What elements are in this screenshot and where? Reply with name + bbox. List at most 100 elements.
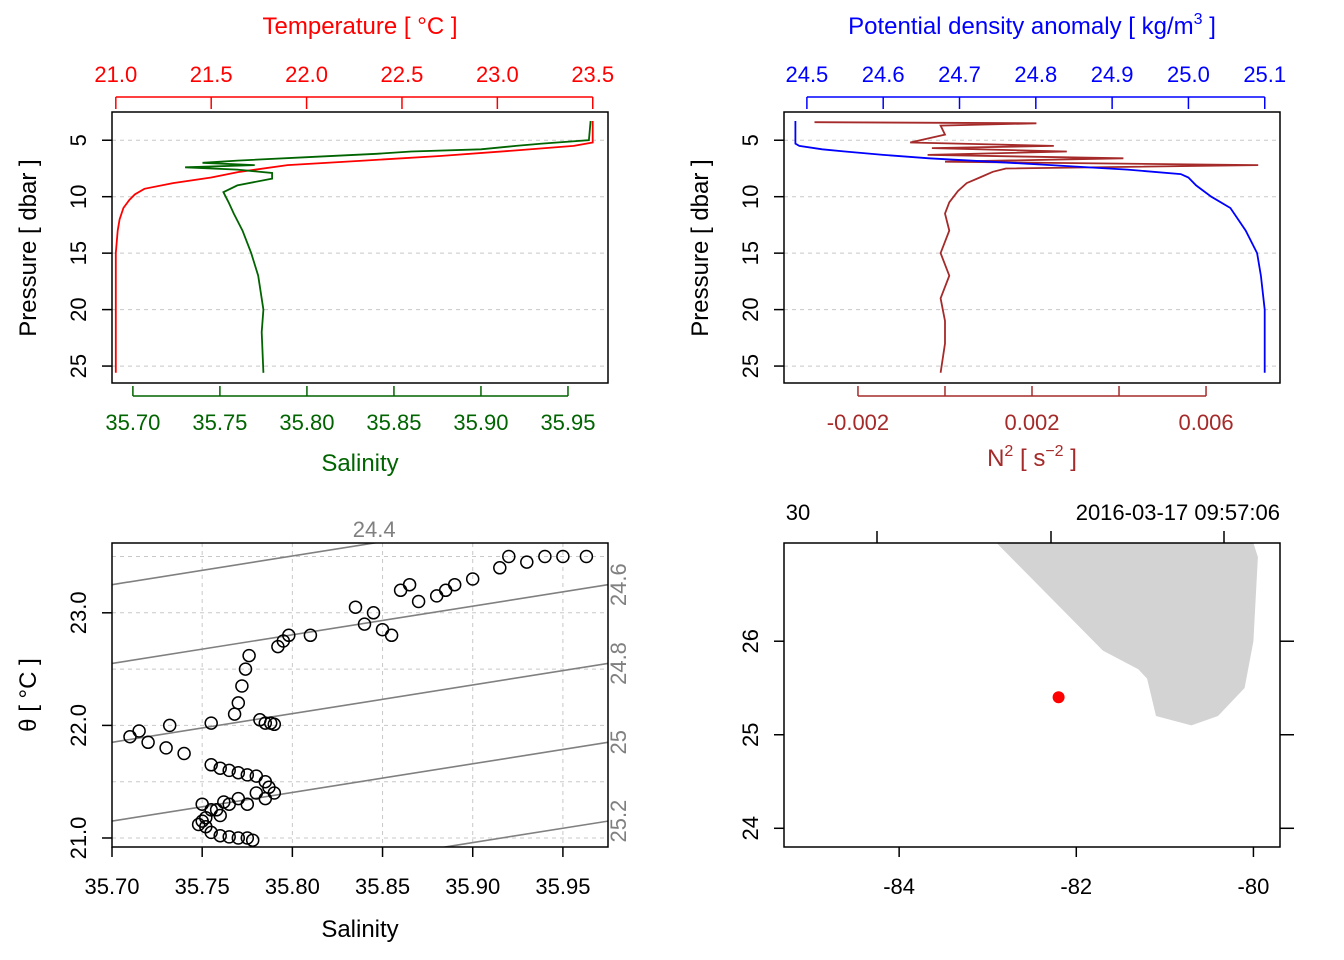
- ts-salinity-tick-label: 35.70: [84, 874, 139, 899]
- temperature-tick-label: 23.0: [476, 62, 519, 87]
- ts-point: [520, 555, 534, 569]
- ts-point: [204, 758, 218, 772]
- density-tick-label: 24.8: [1014, 62, 1057, 87]
- p1-gridlines: [112, 139, 608, 367]
- ts-point: [177, 746, 191, 761]
- ts-point: [235, 679, 249, 693]
- temperature-axis: 21.0 21.5 22.0 22.5 23.0 23.5: [94, 62, 614, 109]
- pressure-axis-2: 5 10 15 20 25: [738, 134, 784, 378]
- ts-point: [238, 662, 253, 676]
- ts-point: [411, 594, 426, 609]
- ts-point: [204, 716, 218, 730]
- longitude-tick-label: -82: [1060, 874, 1092, 899]
- ts-point: [502, 549, 516, 564]
- ts-point: [249, 769, 264, 783]
- temperature-tick-label: 22.5: [381, 62, 424, 87]
- ts-point: [303, 628, 318, 643]
- ts-point: [447, 577, 462, 592]
- pressure-tick-label: 20: [66, 297, 91, 321]
- density-tick-label: 25.0: [1167, 62, 1210, 87]
- p3-gridlines: [111, 543, 608, 847]
- temperature-tick-label: 21.5: [190, 62, 233, 87]
- density-axis-label-main: Potential density anomaly [ kg/m: [848, 13, 1194, 40]
- n2-tick-label: -0.002: [827, 410, 889, 435]
- ts-point: [384, 628, 399, 643]
- pressure-tick-label: 5: [66, 134, 91, 146]
- profile-ts-panel: 21.0 21.5 22.0 22.5 23.0 23.5 35.70 35.75 35.80…: [15, 13, 614, 477]
- isopycnal-label: 24.4: [353, 517, 396, 542]
- n2-profile-line: [814, 121, 1259, 373]
- density-axis-label-end: ]: [1203, 13, 1216, 40]
- latitude-tick-label: 26: [738, 629, 763, 653]
- pressure-tick-label-2: 15: [738, 241, 763, 265]
- isopycnal-label: 24.8: [606, 642, 631, 685]
- map-top-axis: [876, 531, 1225, 543]
- pressure-axis-label: Pressure [ dbar ]: [15, 159, 42, 336]
- density-tick-label: 24.9: [1091, 62, 1134, 87]
- ts-point: [366, 606, 381, 620]
- salinity-tick-label: 35.90: [453, 410, 508, 435]
- temperature-tick-label: 22.0: [285, 62, 328, 87]
- profile-density-panel: 24.5 24.6 24.7 24.8 24.9 25.0 25.1 -0.002 0.002…: [687, 11, 1286, 472]
- map-timestamp-label: 2016-03-17 09:57:06: [1076, 500, 1280, 525]
- ts-point: [213, 761, 227, 775]
- ts-point: [242, 648, 256, 663]
- ts-point: [159, 741, 173, 755]
- latitude-axis: 24 25 26: [738, 629, 784, 841]
- salinity-tick-label: 35.85: [366, 410, 421, 435]
- isopycnal-line: [112, 543, 380, 586]
- salinity-axis-label: Salinity: [321, 450, 398, 477]
- pressure-tick-label-2: 10: [738, 184, 763, 208]
- n2-axis-label-sup1: 2: [1004, 443, 1013, 460]
- longitude-tick-label: -84: [883, 874, 915, 899]
- isopycnal-line: [439, 820, 608, 847]
- pressure-tick-label-2: 25: [738, 354, 763, 378]
- coastline-land: [996, 543, 1258, 726]
- ts-theta-label: θ [ °C ]: [15, 658, 42, 732]
- salinity-axis: 35.70 35.75 35.80 35.85 35.90 35.95: [105, 386, 596, 435]
- ts-point: [438, 583, 453, 598]
- longitude-axis: -84 -82 -80: [883, 847, 1269, 899]
- density-axis: 24.5 24.6 24.7 24.8 24.9 25.0 25.1: [785, 62, 1286, 109]
- p1-plot-box: [111, 111, 609, 384]
- ts-point: [231, 696, 246, 710]
- longitude-tick-label: -80: [1238, 874, 1270, 899]
- isopycnal-line: [112, 741, 608, 822]
- ts-point: [222, 830, 236, 844]
- isopycnal-label: 25: [606, 730, 631, 754]
- p2-plot-box: [783, 111, 1281, 384]
- n2-tick-label: 0.006: [1179, 410, 1234, 435]
- ts-point: [267, 717, 282, 732]
- isopycnal-label: 24.6: [606, 563, 631, 606]
- ts-salinity-tick-label: 35.85: [355, 874, 410, 899]
- isopycnal-labels: 24.4 24.6 24.8 25 25.2: [353, 517, 631, 843]
- ts-point: [222, 763, 236, 778]
- pressure-tick-label: 15: [66, 241, 91, 265]
- pressure-axis-label-2: Pressure [ dbar ]: [687, 159, 714, 336]
- ts-point: [258, 716, 273, 730]
- salinity-tick-label: 35.95: [540, 410, 595, 435]
- ts-point: [245, 833, 260, 847]
- salinity-tick-label: 35.70: [105, 410, 160, 435]
- temperature-profile-line: [114, 121, 594, 373]
- n2-axis-label-mid: [ s: [1013, 445, 1045, 472]
- density-tick-label: 25.1: [1243, 62, 1286, 87]
- ts-point: [209, 803, 224, 817]
- density-tick-label: 24.5: [785, 62, 828, 87]
- ts-point: [141, 735, 155, 750]
- ts-point: [191, 817, 206, 832]
- ts-point: [204, 825, 218, 840]
- ts-point: [132, 724, 146, 738]
- latitude-tick-label: 24: [738, 816, 763, 840]
- ts-point: [227, 707, 242, 721]
- station-marker: [1052, 691, 1065, 704]
- p2-gridlines: [784, 139, 1280, 367]
- ts-point: [348, 600, 363, 614]
- salinity-tick-label: 35.75: [192, 410, 247, 435]
- ts-salinity-axis: 35.70 35.75 35.80 35.85 35.90 35.95: [84, 847, 590, 899]
- n2-axis-label-sup2: −2: [1045, 443, 1063, 460]
- ts-point: [240, 797, 255, 811]
- pressure-tick-label-2: 20: [738, 297, 763, 321]
- ts-diagram-panel: 35.70 35.75 35.80 35.85 35.90 35.95 21.022.02…: [15, 517, 631, 943]
- ts-theta-tick-label: 22.0: [66, 704, 91, 747]
